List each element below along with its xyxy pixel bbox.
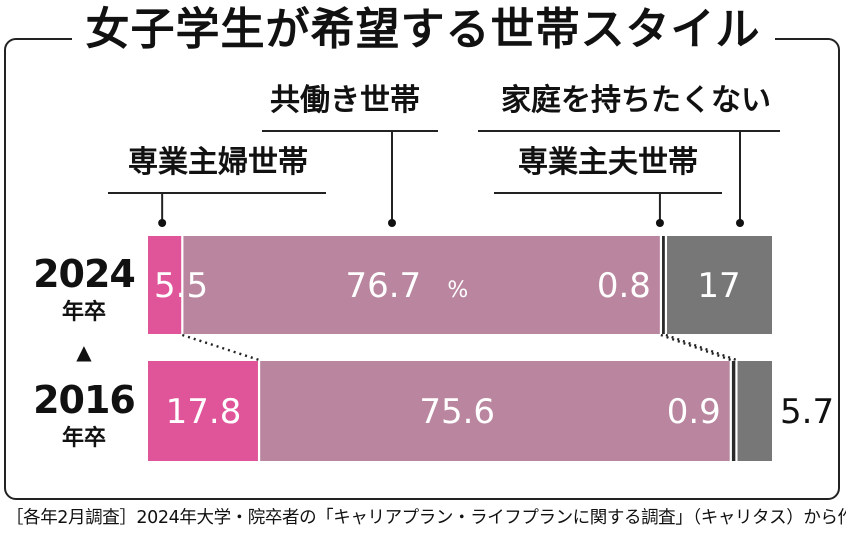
bar-segment	[148, 236, 183, 334]
dotted-connector	[660, 333, 732, 362]
category-suffix-label: 年卒	[62, 425, 106, 451]
chart-title: 女子学生が希望する世帯スタイル	[71, 0, 775, 62]
bar-segment	[665, 236, 772, 334]
series-label: 専業主婦世帯	[128, 145, 308, 180]
category-suffix-label: 年卒	[62, 299, 106, 325]
data-label: 0.8	[597, 266, 651, 306]
percent-unit-label: %	[447, 278, 468, 303]
callout-dot	[736, 219, 744, 227]
callout-dot	[388, 219, 396, 227]
bar-segment	[182, 236, 661, 334]
arrow-up-icon: ▲	[76, 340, 92, 364]
data-label: 5.5	[154, 266, 208, 306]
series-label: 家庭を持ちたくない	[501, 83, 771, 118]
data-label: 0.9	[667, 392, 721, 432]
chart-title-wrap: 女子学生が希望する世帯スタイル	[0, 0, 846, 62]
category-year-label: 2016	[33, 378, 135, 422]
source-footnote: ［各年2月調査］2024年大学・院卒者の「キャリアプラン・ライフプランに関する調…	[6, 508, 846, 528]
bar-segment	[730, 361, 737, 461]
series-label: 専業主夫世帯	[518, 145, 698, 180]
bar-segment	[148, 361, 260, 461]
bar-segment	[660, 236, 666, 334]
data-label: 75.6	[419, 392, 495, 432]
dotted-connector	[665, 333, 737, 362]
series-label: 共働き世帯	[270, 83, 420, 118]
category-year-label: 2024	[33, 252, 135, 296]
callout-dot	[158, 219, 167, 227]
callout-dot	[655, 219, 664, 227]
bar-segment	[259, 361, 731, 461]
data-label: 5.7	[780, 392, 834, 432]
data-label: 76.7	[345, 266, 421, 306]
dotted-connector	[181, 333, 260, 362]
data-label: 17.8	[166, 392, 242, 432]
bar-segment	[736, 361, 772, 461]
data-label: 17	[697, 266, 740, 306]
